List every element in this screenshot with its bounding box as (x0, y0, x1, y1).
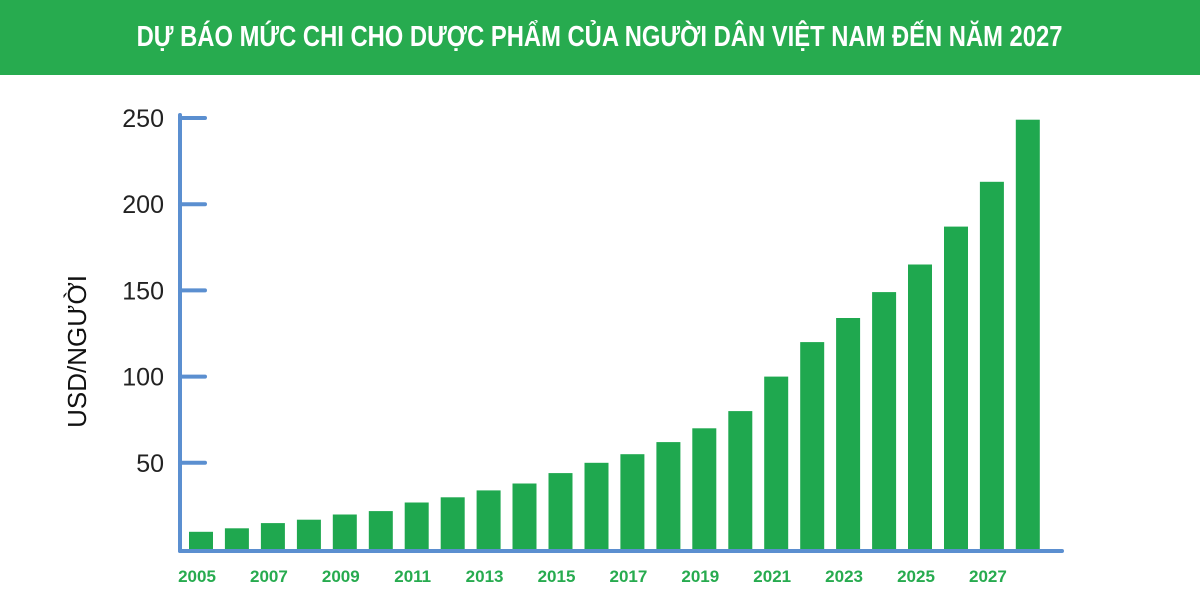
y-axis: 50 100 150 200 250 (122, 105, 207, 553)
x-tick-label: 2017 (609, 567, 647, 586)
y-tick-label: 50 (136, 450, 164, 478)
bar-2005 (189, 531, 213, 549)
bar-2006 (224, 528, 249, 549)
bar-2007 (260, 523, 285, 549)
x-tick-label: 2027 (969, 567, 1007, 586)
bar-2009 (332, 514, 357, 549)
bar-2015 (548, 473, 573, 549)
bar-2011 (404, 502, 429, 549)
bar-2012 (440, 497, 465, 549)
bar-2028 (1015, 119, 1040, 549)
bar-2022 (800, 342, 825, 549)
bar-2027 (979, 181, 1004, 550)
x-tick-label: 2021 (753, 567, 791, 586)
bar-2019 (692, 428, 717, 549)
bar-2026 (944, 226, 968, 549)
x-tick-label: 2009 (322, 567, 360, 586)
bars (189, 119, 1040, 550)
bar-2010 (368, 511, 393, 549)
bar-2024 (872, 292, 897, 549)
bar-2016 (584, 462, 609, 549)
y-tick-label: 200 (122, 191, 164, 219)
y-axis-label: USD/NGƯỜI (62, 275, 92, 428)
title-bar: DỰ BÁO MỨC CHI CHO DƯỢC PHẨM CỦA NGƯỜI D… (0, 0, 1200, 75)
x-tick-label: 2015 (538, 567, 576, 586)
x-tick-label: 2013 (466, 567, 504, 586)
x-axis: 2005 2007 2009 2011 2013 2015 2017 2019 2021 2023… (178, 549, 1064, 586)
bar-2018 (656, 442, 681, 549)
y-tick-label: 100 (122, 364, 164, 392)
bar-2025 (908, 264, 932, 549)
bar-2008 (296, 519, 321, 549)
x-tick-label: 2007 (250, 567, 288, 586)
chart-title: DỰ BÁO MỨC CHI CHO DƯỢC PHẨM CỦA NGƯỜI D… (137, 21, 1063, 53)
x-tick-label: 2023 (825, 567, 863, 586)
y-tick-label: 150 (122, 277, 164, 305)
y-tick-label: 250 (122, 105, 164, 133)
bar-2021 (764, 376, 789, 549)
bar-2020 (728, 411, 753, 549)
bar-2014 (512, 483, 537, 549)
x-tick-label: 2011 (394, 567, 431, 586)
x-tick-label: 2005 (178, 567, 216, 586)
bar-2023 (836, 318, 861, 549)
x-tick-label: 2025 (897, 567, 935, 586)
x-tick-label: 2019 (681, 567, 719, 586)
bar-2013 (476, 490, 501, 549)
bar-2017 (620, 454, 645, 549)
